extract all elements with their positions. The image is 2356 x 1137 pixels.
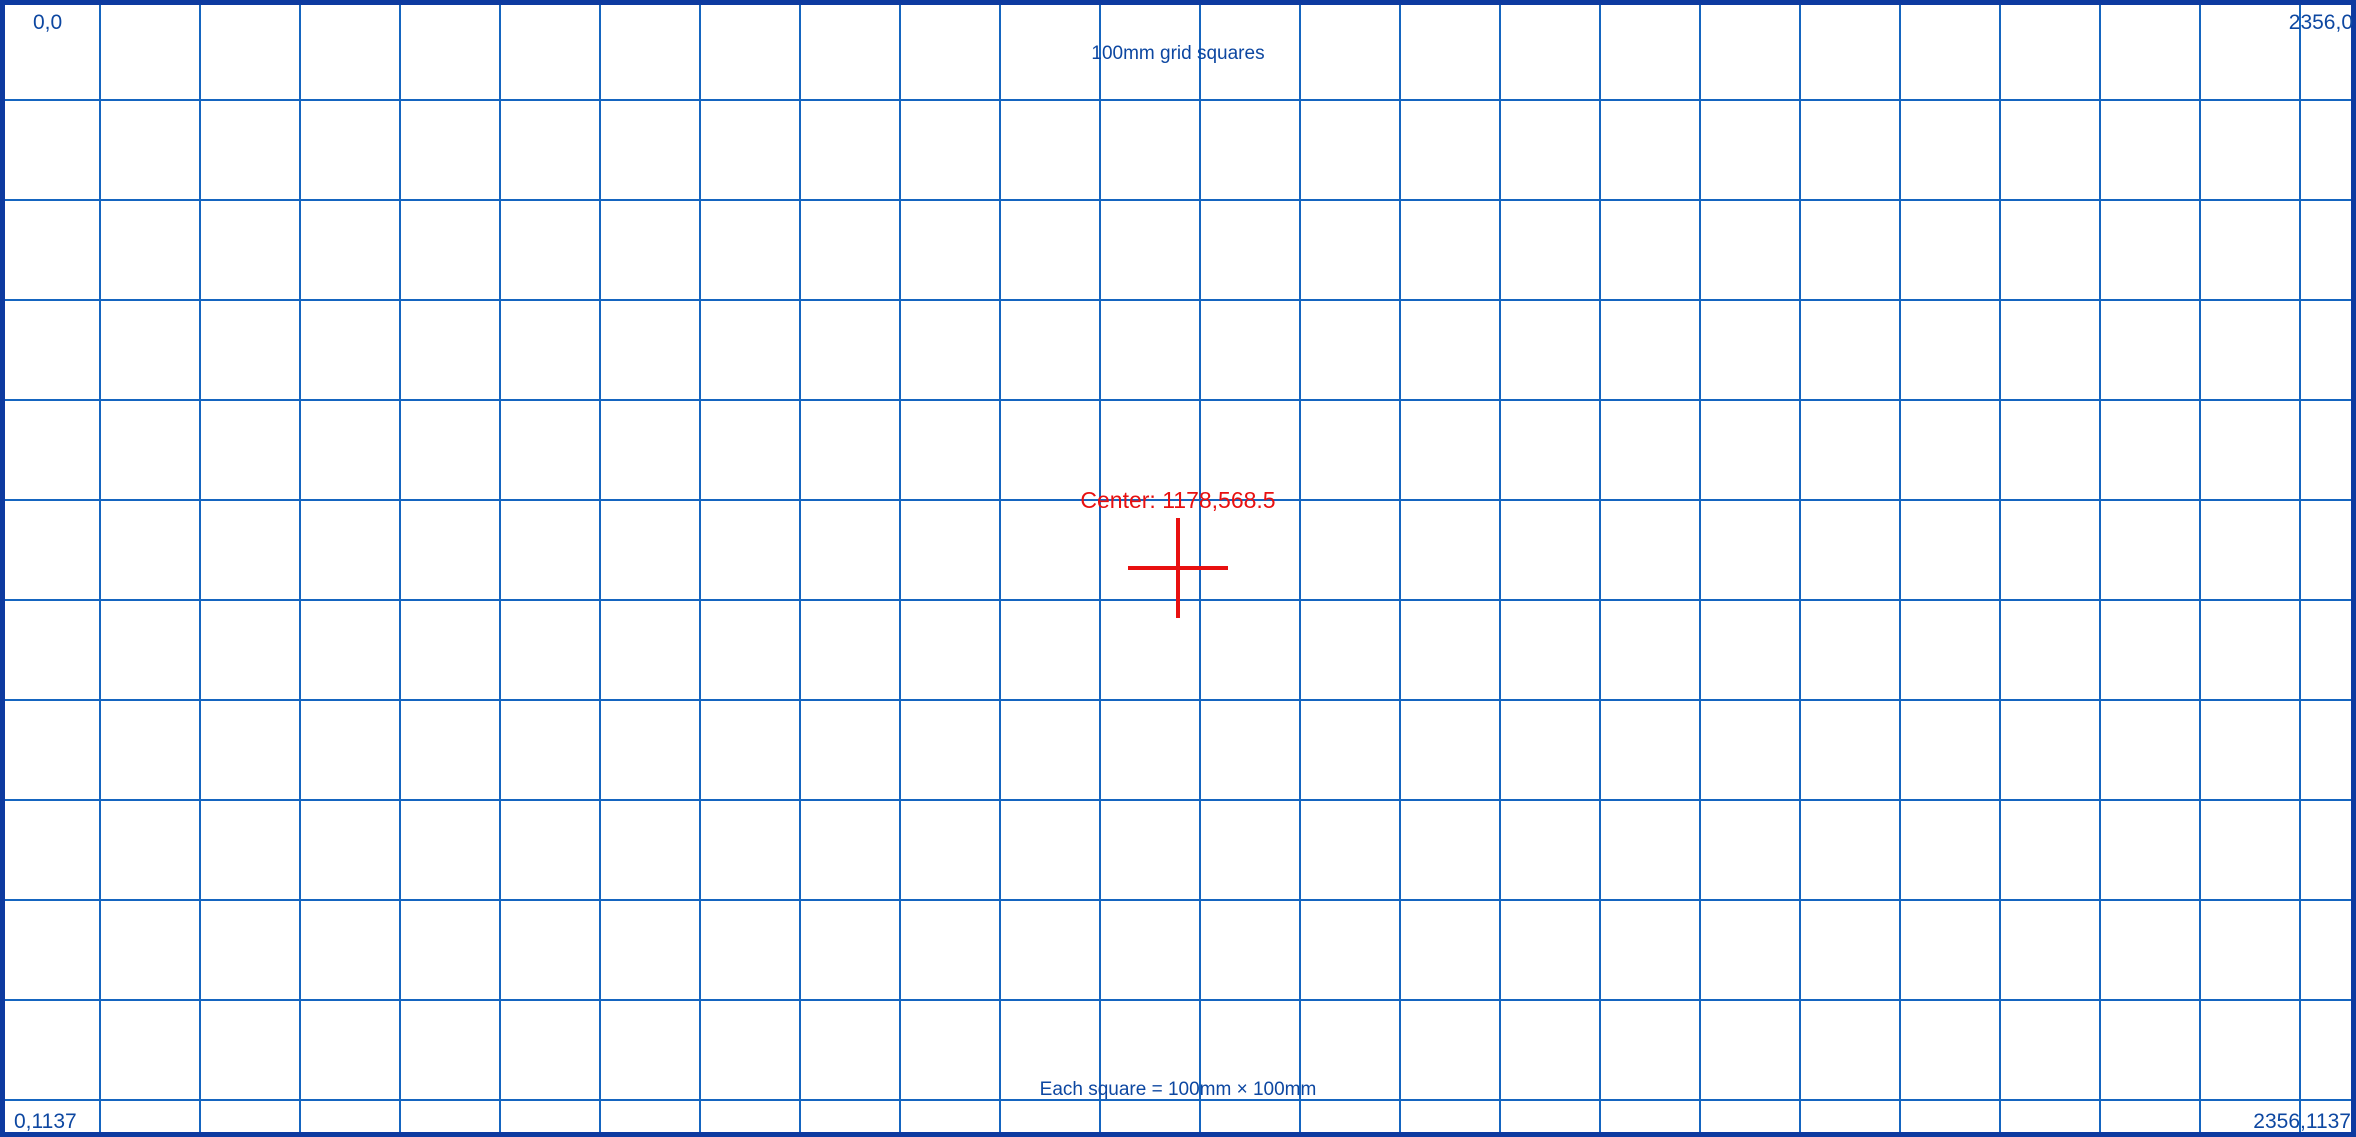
corner-label-bottom-left: 0,1137 xyxy=(14,1110,77,1133)
square-size-note: Each square = 100mm × 100mm xyxy=(1039,1079,1317,1100)
corner-label-bottom-right: 2356,1137 xyxy=(2253,1110,2351,1133)
corner-label-top-left: 0,0 xyxy=(33,11,63,34)
corner-label-top-right: 2356,0 xyxy=(2288,11,2353,34)
crosshair-icon xyxy=(1128,518,1228,618)
grid-scale-note: 100mm grid squares xyxy=(1091,43,1265,64)
center-coordinate-label: Center: 1178,568.5 xyxy=(1080,487,1276,513)
